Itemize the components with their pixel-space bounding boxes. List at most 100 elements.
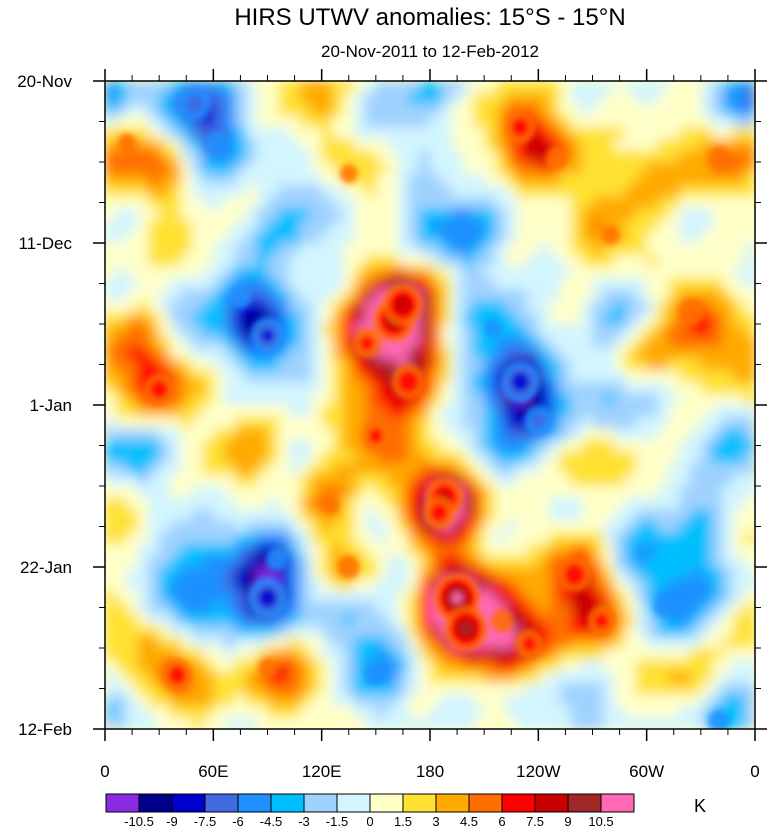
- heatmap-cell: [527, 462, 539, 476]
- heatmap-cell: [560, 717, 572, 729]
- heatmap-cell: [495, 567, 507, 580]
- heatmap-cell: [700, 150, 713, 163]
- heatmap-cell: [733, 405, 745, 418]
- heatmap-cell: [191, 416, 204, 429]
- heatmap-cell: [635, 335, 648, 348]
- heatmap-cell: [126, 509, 139, 522]
- heatmap-cell: [321, 532, 334, 545]
- heatmap-cell: [245, 613, 258, 626]
- heatmap-cell: [625, 682, 637, 695]
- heatmap-cell: [549, 92, 561, 105]
- heatmap-cell: [300, 335, 312, 348]
- heatmap-cell: [700, 659, 713, 672]
- heatmap-cell: [733, 567, 745, 580]
- heatmap-cell: [484, 705, 496, 719]
- heatmap-cell: [451, 416, 464, 429]
- heatmap-cell: [560, 671, 572, 684]
- heatmap-cell: [657, 439, 669, 452]
- heatmap-cell: [592, 104, 604, 117]
- heatmap-cell: [256, 173, 269, 186]
- heatmap-cell: [625, 648, 637, 661]
- heatmap-cell: [375, 347, 388, 360]
- heatmap-cell: [635, 486, 648, 499]
- heatmap-cell: [711, 474, 724, 487]
- heatmap-cell: [592, 451, 604, 464]
- heatmap-cell: [354, 520, 366, 533]
- heatmap-cell: [235, 219, 247, 233]
- heatmap-cell: [495, 138, 507, 152]
- heatmap-cell: [430, 416, 442, 429]
- heatmap-cell: [321, 254, 334, 267]
- heatmap-cell: [451, 555, 464, 568]
- heatmap-cell: [711, 671, 724, 684]
- heatmap-cell: [386, 555, 399, 568]
- heatmap-cell: [126, 613, 139, 626]
- heatmap-cell: [527, 254, 539, 267]
- heatmap-cell: [581, 590, 594, 603]
- heatmap-cell: [310, 266, 323, 279]
- heatmap-cell: [365, 543, 377, 557]
- heatmap-cell: [115, 590, 128, 603]
- heatmap-cell: [213, 300, 225, 314]
- heatmap-cell: [722, 462, 734, 476]
- heatmap-cell: [538, 532, 550, 545]
- heatmap-cell: [224, 705, 236, 719]
- heatmap-cell: [581, 428, 594, 441]
- heatmap-cell: [473, 462, 485, 476]
- colorbar-level-label: -10.5: [124, 814, 154, 829]
- heatmap-cell: [462, 405, 474, 418]
- heatmap-cell: [137, 219, 149, 233]
- heatmap-cell: [603, 451, 615, 464]
- heatmap-cell: [419, 624, 431, 638]
- colorbar-swatch: [435, 793, 470, 813]
- heatmap-cell: [375, 277, 388, 290]
- heatmap-cell: [289, 335, 301, 348]
- heatmap-cell: [516, 659, 529, 672]
- heatmap-cell: [310, 104, 323, 117]
- heatmap-cell: [332, 601, 344, 614]
- heatmap-cell: [235, 648, 247, 661]
- heatmap-cell: [321, 474, 334, 487]
- heatmap-cell: [635, 150, 648, 163]
- heatmap-cell: [635, 567, 648, 580]
- heatmap-cell: [495, 335, 507, 348]
- heatmap-cell: [375, 555, 388, 568]
- heatmap-cell: [505, 416, 518, 429]
- heatmap-cell: [365, 624, 377, 638]
- heatmap-cell: [700, 358, 713, 371]
- heatmap-cell: [570, 717, 583, 729]
- heatmap-cell: [722, 624, 734, 638]
- heatmap-cell: [505, 705, 518, 719]
- heatmap-cell: [408, 104, 420, 117]
- heatmap-cell: [365, 243, 377, 256]
- anomaly-core: [359, 335, 374, 351]
- heatmap-cell: [625, 231, 637, 244]
- heatmap-cell: [581, 92, 594, 105]
- heatmap-cell: [635, 439, 648, 452]
- heatmap-cell: [148, 277, 160, 290]
- heatmap-cell: [581, 243, 594, 256]
- heatmap-cell: [657, 636, 669, 649]
- heatmap-cell: [191, 532, 204, 545]
- heatmap-cell: [451, 659, 464, 672]
- heatmap-cell: [375, 567, 388, 580]
- heatmap-cell: [343, 405, 355, 418]
- heatmap-cell: [224, 509, 236, 522]
- heatmap-cell: [321, 393, 334, 406]
- colorbar-swatch: [600, 793, 635, 813]
- heatmap-cell: [224, 266, 236, 279]
- heatmap-cell: [375, 81, 388, 94]
- heatmap-cell: [505, 439, 518, 452]
- heatmap-cell: [386, 138, 399, 152]
- heatmap-cell: [191, 254, 204, 267]
- heatmap-cell: [744, 705, 755, 719]
- heatmap-cell: [538, 115, 550, 128]
- heatmap-cell: [365, 81, 377, 94]
- heatmap-cell: [235, 335, 247, 348]
- heatmap-cell: [202, 648, 214, 661]
- heatmap-cell: [625, 185, 637, 198]
- heatmap-cell: [560, 474, 572, 487]
- heatmap-cell: [354, 324, 366, 337]
- heatmap-cell: [170, 462, 182, 476]
- x-tick-label: 60E: [198, 762, 228, 781]
